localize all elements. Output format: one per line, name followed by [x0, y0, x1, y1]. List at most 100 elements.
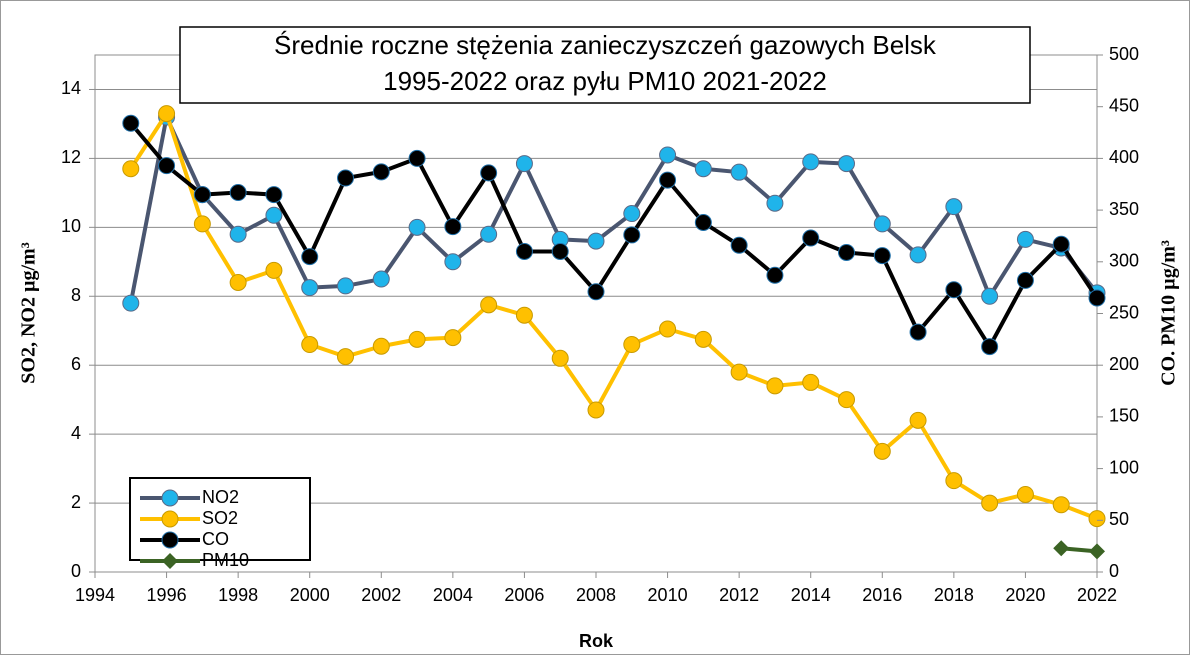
marker [122, 294, 140, 312]
x-tick-label: 1994 [75, 585, 115, 605]
marker [730, 163, 748, 181]
y2-tick-label: 50 [1109, 509, 1129, 529]
marker [337, 277, 354, 295]
legend-label: SO2 [202, 508, 238, 528]
plot [95, 88, 1106, 573]
marker [337, 169, 354, 187]
marker [372, 270, 390, 288]
marker [229, 273, 247, 291]
legend-label: NO2 [202, 487, 239, 507]
x-tick-label: 2010 [648, 585, 688, 605]
marker [193, 215, 211, 233]
marker [659, 320, 677, 338]
marker [945, 472, 963, 490]
marker [838, 155, 855, 173]
y-tick-label: 8 [71, 285, 81, 305]
y-tick-label: 12 [61, 147, 81, 167]
x-tick-label: 2014 [791, 585, 831, 605]
y-tick-label: 2 [71, 492, 81, 512]
marker [372, 337, 390, 355]
marker [694, 330, 712, 348]
y2-tick-label: 0 [1109, 561, 1119, 581]
marker [981, 338, 999, 356]
marker [1052, 235, 1070, 253]
marker [873, 247, 891, 265]
marker [301, 279, 319, 297]
legend-marker [161, 531, 179, 549]
marker [909, 323, 927, 341]
marker [408, 218, 426, 236]
y2-tick-label: 250 [1109, 302, 1139, 322]
marker [659, 146, 677, 164]
series-line [129, 111, 1098, 521]
marker [229, 184, 247, 202]
x-tick-label: 1996 [147, 585, 187, 605]
marker [838, 243, 855, 261]
x-tick-label: 2006 [504, 585, 544, 605]
marker [945, 198, 963, 216]
x-tick-label: 2000 [290, 585, 330, 605]
marker [730, 363, 748, 381]
x-tick-label: 2018 [934, 585, 974, 605]
marker [372, 163, 390, 181]
marker [659, 171, 677, 189]
marker [551, 242, 569, 260]
marker [873, 442, 891, 460]
y-tick-label: 0 [71, 561, 81, 581]
marker [408, 330, 426, 348]
marker [158, 105, 176, 123]
y2-tick-label: 200 [1109, 354, 1139, 374]
y2-tick-label: 350 [1109, 199, 1139, 219]
title-box [179, 26, 1031, 104]
marker [1016, 271, 1034, 289]
x-tick-label: 1998 [218, 585, 258, 605]
marker [730, 236, 748, 254]
marker [480, 296, 498, 314]
y2-tick-label: 500 [1109, 44, 1139, 64]
marker [301, 336, 319, 354]
y-tick-label: 10 [61, 216, 81, 236]
marker [623, 336, 641, 354]
marker [909, 246, 927, 264]
marker [193, 186, 211, 204]
marker [981, 494, 999, 512]
marker [1089, 543, 1105, 560]
y2-tick-label: 300 [1109, 251, 1139, 271]
x-tick-label: 2022 [1077, 585, 1117, 605]
marker [551, 349, 569, 367]
y-tick-label: 6 [71, 354, 81, 374]
chart-title: Średnie roczne stężenia zanieczyszczeń g… [274, 30, 937, 60]
series-line [129, 121, 1099, 349]
marker [122, 114, 140, 132]
marker [158, 157, 176, 175]
y-tick-label: 14 [61, 78, 81, 98]
marker [515, 306, 533, 324]
y-tick-label: 4 [71, 423, 81, 443]
x-tick-label: 2004 [433, 585, 473, 605]
legend-label: PM10 [202, 550, 249, 570]
marker [1088, 510, 1106, 528]
marker [515, 242, 533, 260]
marker [694, 214, 712, 232]
marker [265, 206, 283, 224]
marker [623, 226, 641, 244]
marker [265, 261, 283, 279]
marker [802, 229, 820, 247]
marker [444, 253, 462, 271]
marker [1016, 485, 1034, 503]
marker [587, 401, 605, 419]
marker [766, 377, 784, 395]
marker [1016, 230, 1034, 248]
y-axis-label: SO2, NO2 µg/m³ [18, 242, 40, 383]
marker [1088, 289, 1106, 307]
x-tick-label: 2012 [719, 585, 759, 605]
marker [945, 281, 963, 299]
marker [802, 153, 820, 171]
legend-marker [161, 510, 179, 528]
marker [265, 186, 283, 204]
marker [587, 232, 605, 250]
x-tick-label: 2002 [361, 585, 401, 605]
x-tick-label: 2020 [1005, 585, 1045, 605]
marker [981, 287, 999, 305]
